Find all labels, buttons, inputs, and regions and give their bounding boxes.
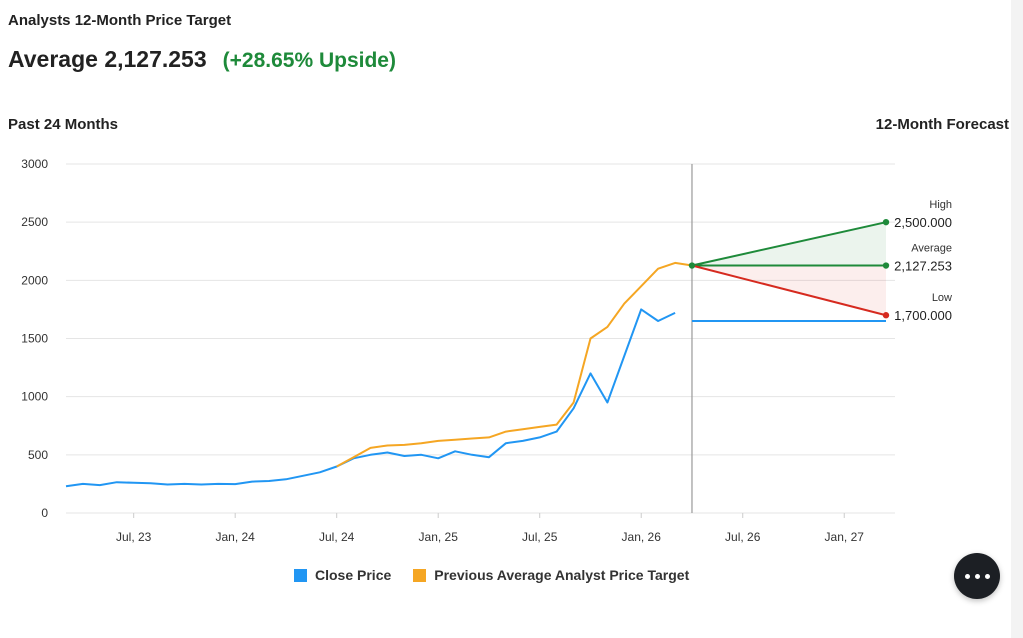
legend-swatch-close <box>294 568 307 582</box>
legend-label-close: Close Price <box>315 567 392 583</box>
forecast-high-label: High <box>929 199 952 211</box>
more-horizontal-icon <box>984 573 990 579</box>
forecast-low-label: Low <box>932 292 952 304</box>
average-summary: Average 2,127.253 (+28.65% Upside) <box>8 46 396 73</box>
y-tick-label: 2000 <box>21 273 48 287</box>
close-price-line <box>65 308 676 488</box>
x-tick-label: Jan, 26 <box>622 530 662 544</box>
forecast-low-point <box>882 312 890 319</box>
more-options-button[interactable] <box>954 553 1000 599</box>
y-tick-label: 2500 <box>21 215 48 229</box>
chart-legend: Close Price Previous Average Analyst Pri… <box>294 567 689 583</box>
forecast-average-point <box>882 262 890 269</box>
forecast-high-point <box>882 218 890 226</box>
legend-label-target: Previous Average Analyst Price Target <box>434 567 690 583</box>
scrollbar-track[interactable] <box>1011 0 1023 638</box>
upside-value: (+28.65% Upside) <box>222 49 396 72</box>
legend-item-close-price[interactable]: Close Price <box>294 567 391 583</box>
y-tick-label: 3000 <box>21 157 48 171</box>
y-tick-label: 0 <box>41 506 48 520</box>
forecast-period-label: 12-Month Forecast <box>875 116 1009 133</box>
average-value: Average 2,127.253 <box>8 46 207 72</box>
legend-item-target[interactable]: Previous Average Analyst Price Target <box>413 567 689 583</box>
x-tick-label: Jul, 23 <box>116 530 152 544</box>
forecast-average-value: 2,127.253 <box>894 259 952 274</box>
x-tick-label: Jan, 24 <box>215 530 255 544</box>
x-tick-label: Jul, 26 <box>725 530 761 544</box>
forecast-low-line <box>691 264 887 317</box>
past-period-label: Past 24 Months <box>8 116 119 133</box>
analyst-target-line <box>336 261 693 468</box>
forecast-start-point <box>688 262 696 269</box>
x-tick-label: Jan, 27 <box>825 530 865 544</box>
more-horizontal-icon <box>974 573 980 579</box>
x-tick-label: Jul, 24 <box>319 530 355 544</box>
legend-swatch-target <box>413 568 427 582</box>
forecast-average-label: Average <box>911 243 952 255</box>
price-target-chart: 3000 2500 2000 1500 1000 500 0 Jul, 23 Jan, 24 Ju… <box>21 157 952 544</box>
x-tick-label: Jan, 25 <box>419 530 459 544</box>
y-tick-label: 1500 <box>21 332 48 346</box>
forecast-high-line <box>691 221 887 267</box>
page-title: Analysts 12-Month Price Target <box>8 12 232 29</box>
forecast-low-value: 1,700.000 <box>894 308 952 323</box>
y-tick-label: 1000 <box>21 390 48 404</box>
more-horizontal-icon <box>964 573 970 579</box>
y-tick-label: 500 <box>28 448 48 462</box>
x-tick-label: Jul, 25 <box>522 530 558 544</box>
forecast-high-value: 2,500.000 <box>894 215 952 230</box>
